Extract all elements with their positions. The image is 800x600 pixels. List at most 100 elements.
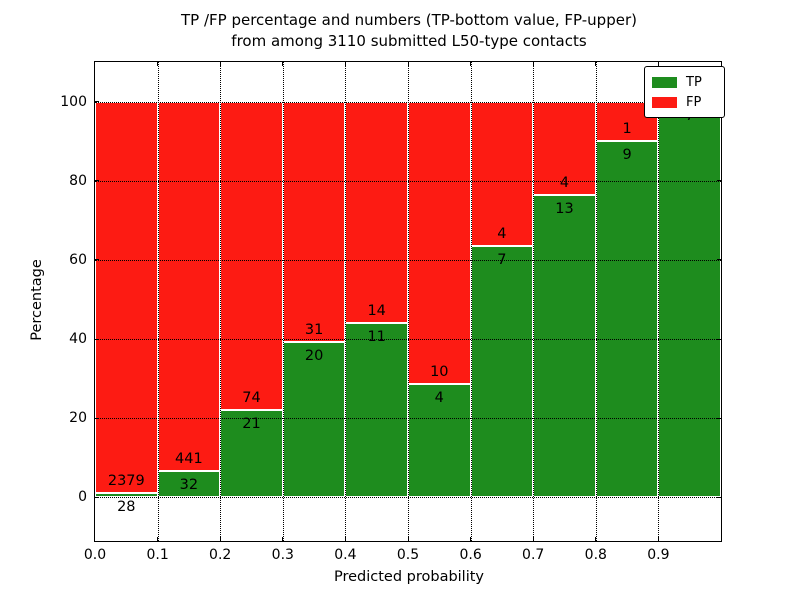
tp-color-swatch: [652, 76, 677, 88]
chart-title-line1: TP /FP percentage and numbers (TP-bottom…: [181, 11, 637, 29]
x-tick-label: 0.6: [459, 547, 482, 563]
vertical-gridline: [282, 62, 284, 541]
x-tick-mark: [407, 537, 409, 541]
y-tick-label: 40: [69, 331, 87, 348]
y-tick-mark: [95, 417, 99, 419]
fp-bar-segment: [282, 101, 346, 343]
tp-bar-segment: [95, 492, 158, 498]
vertical-gridline: [157, 62, 159, 541]
x-tick-mark-top: [407, 62, 409, 66]
x-tick-label: 0.0: [83, 547, 107, 563]
x-axis-label: Predicted probability: [333, 569, 485, 585]
y-tick-label: 100: [60, 93, 87, 110]
tp-bar-segment: [408, 384, 471, 498]
tp-count-annotation: 28: [117, 498, 136, 515]
legend-label-fp: FP: [686, 94, 702, 110]
tp-bar-segment: [470, 245, 534, 498]
tp-bar-segment: [658, 101, 721, 498]
x-tick-mark-top: [532, 62, 534, 66]
chart-title-line2: from among 3110 submitted L50-type conta…: [231, 32, 587, 50]
x-tick-label: 0.9: [647, 547, 670, 563]
x-tick-label: 0.7: [522, 547, 545, 563]
tp-count-annotation: 21: [242, 415, 261, 432]
fp-count-annotation: 4: [497, 225, 507, 242]
tp-count-annotation: 32: [179, 476, 199, 493]
vertical-gridline: [408, 62, 409, 541]
vertical-gridline: [345, 62, 347, 541]
x-tick-label: 0.3: [271, 547, 294, 563]
tp-bar-segment: [595, 141, 659, 498]
y-tick-mark: [95, 180, 99, 182]
x-tick-label: 0.8: [584, 547, 607, 563]
tp-count-annotation: 11: [367, 329, 386, 346]
y-tick-mark-right: [717, 417, 721, 419]
x-tick-mark-top: [219, 62, 221, 66]
x-tick-label: 0.5: [396, 547, 420, 563]
y-tick-label: 80: [69, 172, 87, 189]
y-tick-mark-right: [717, 259, 721, 261]
x-tick-mark: [282, 537, 284, 541]
y-tick-mark-right: [717, 338, 721, 340]
tp-bar-segment: [157, 470, 221, 498]
tp-count-annotation: 7: [497, 251, 507, 268]
tp-bar-segment: [345, 323, 408, 498]
legend-label-tp: TP: [686, 74, 702, 90]
x-tick-mark-top: [157, 62, 159, 66]
x-tick-label: 0.2: [209, 547, 232, 563]
x-tick-mark: [157, 537, 159, 541]
tp-bar-segment: [533, 194, 596, 498]
x-tick-mark-top: [657, 62, 659, 66]
legend-item-fp: FP: [652, 92, 716, 112]
vertical-gridline: [533, 62, 535, 541]
legend-item-tp: TP: [652, 72, 716, 92]
y-tick-mark: [95, 259, 99, 261]
vertical-gridline: [470, 62, 472, 541]
fp-bar-segment: [408, 101, 471, 385]
vertical-gridline: [220, 62, 222, 541]
vertical-gridline: [595, 62, 597, 541]
fp-bar-segment: [220, 101, 283, 410]
x-tick-mark: [219, 537, 221, 541]
x-tick-mark: [657, 537, 659, 541]
y-axis-label: Percentage: [29, 259, 45, 341]
x-tick-mark-top: [595, 62, 597, 66]
fp-count-annotation: 441: [175, 450, 203, 467]
y-tick-mark-right: [717, 496, 721, 498]
y-tick-mark: [95, 338, 99, 340]
y-tick-mark: [95, 496, 99, 498]
x-tick-mark: [470, 537, 472, 541]
fp-bar-segment: [95, 101, 158, 493]
chart-title: TP /FP percentage and numbers (TP-bottom…: [95, 10, 723, 52]
fp-bar-segment: [157, 101, 221, 471]
y-tick-label: 20: [69, 410, 87, 427]
tp-count-annotation: 9: [622, 147, 632, 164]
fp-bar-segment: [533, 101, 596, 195]
fp-bar-segment: [470, 101, 534, 246]
tp-count-annotation: 4: [434, 390, 444, 407]
y-tick-mark-right: [717, 180, 721, 182]
fp-bar-segment: [345, 101, 408, 324]
x-tick-mark: [595, 537, 597, 541]
x-tick-mark-top: [282, 62, 284, 66]
y-tick-label: 0: [78, 489, 87, 506]
x-tick-mark-top: [344, 62, 346, 66]
x-tick-mark: [344, 537, 346, 541]
tp-count-annotation: 13: [555, 200, 574, 217]
fp-count-annotation: 14: [367, 303, 386, 320]
x-tick-mark: [532, 537, 534, 541]
fp-count-annotation: 74: [242, 389, 261, 406]
legend: TP FP: [644, 66, 725, 118]
vertical-gridline: [658, 62, 660, 541]
x-tick-label: 0.1: [146, 547, 169, 563]
tp-bar-segment: [282, 342, 346, 498]
y-tick-label: 60: [69, 251, 87, 268]
tp-count-annotation: 20: [304, 348, 324, 365]
fp-count-annotation: 31: [304, 322, 324, 339]
fp-count-annotation: 1: [622, 121, 632, 138]
plot-area: TP FP 2379284413274213120141110447413197: [94, 61, 725, 542]
x-tick-mark-top: [470, 62, 472, 66]
y-tick-mark: [95, 101, 99, 103]
fp-count-annotation: 4: [559, 174, 570, 191]
fp-count-annotation: 2379: [107, 472, 145, 489]
fp-color-swatch: [652, 96, 677, 108]
